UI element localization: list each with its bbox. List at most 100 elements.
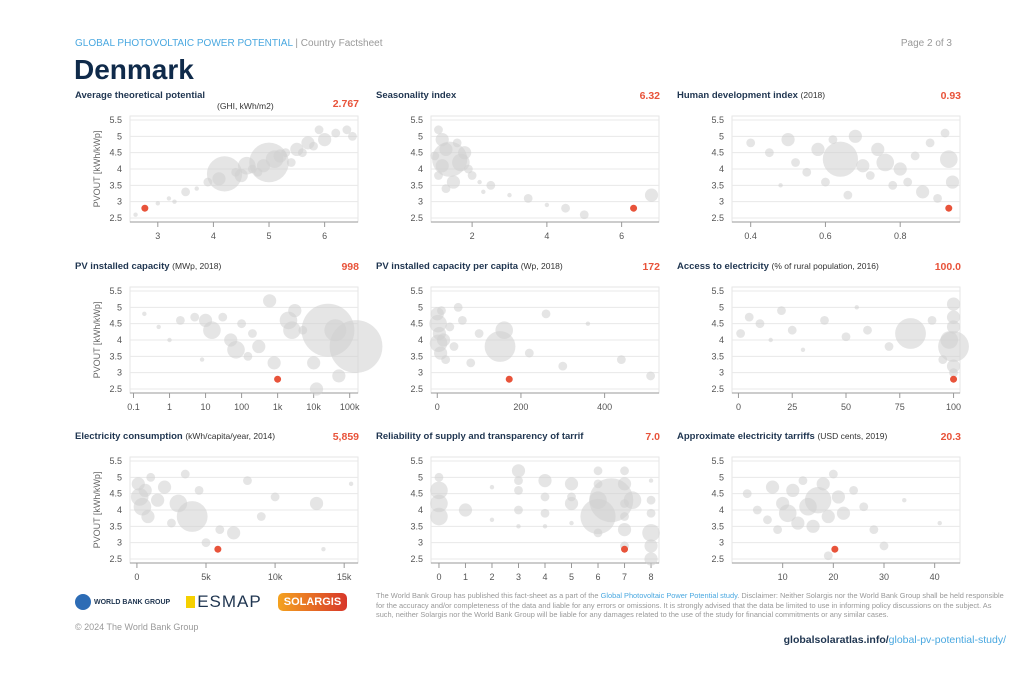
country-bubble: [828, 469, 838, 479]
x-tick-label: 200: [513, 402, 528, 412]
y-tick-label: 4: [418, 164, 423, 174]
country-bubble: [648, 478, 654, 483]
country-bubble: [252, 339, 266, 354]
country-bubble: [474, 329, 484, 338]
scatter-plot: 2.5 3 3.5 4 4.5 5 5.5 0.4 0.6 0.8: [711, 115, 961, 241]
y-tick-label: 4.5: [711, 148, 724, 158]
country-bubble: [798, 476, 808, 485]
country-bubble: [190, 312, 200, 322]
page-number: Page 2 of 3: [900, 38, 952, 49]
country-bubble: [466, 358, 476, 368]
x-tick-label: 0.8: [894, 231, 907, 241]
country-bubble: [564, 496, 579, 511]
country-bubble: [558, 361, 568, 371]
x-tick-label: 5: [569, 572, 574, 582]
country-bubble: [175, 316, 185, 325]
country-value: 998: [341, 261, 359, 273]
atlas-url-link[interactable]: globalsolaratlas.info/global-pv-potentia…: [783, 634, 1006, 646]
x-tick-label: 3: [155, 231, 160, 241]
country-bubble: [777, 306, 786, 315]
country-bubble: [157, 480, 172, 494]
country-bubble: [849, 486, 858, 495]
y-tick-label: 4.5: [109, 489, 122, 499]
country-bubble: [561, 203, 570, 213]
y-tick-label: 5: [418, 472, 423, 482]
country-bubble: [514, 476, 523, 485]
country-bubble: [166, 196, 172, 201]
country-bubble: [544, 202, 550, 208]
partner-logos: WORLD BANK GROUP ESMAP SOLARGIS: [75, 592, 348, 612]
country-bubble: [281, 148, 291, 158]
country-bubble: [865, 171, 875, 180]
country-bubble: [301, 136, 315, 150]
x-tick-label: 0.6: [819, 231, 832, 241]
country-value: 2.767: [332, 98, 359, 110]
country-bubble: [800, 347, 806, 352]
country-bubble: [167, 518, 176, 528]
y-axis-label: PVOUT [kWh/kWp]: [92, 472, 102, 549]
country-bubble: [309, 382, 324, 396]
y-tick-label: 4: [117, 164, 122, 174]
y-tick-label: 3.5: [109, 521, 122, 531]
country-bubble: [925, 138, 935, 148]
y-tick-label: 5: [719, 472, 724, 482]
country-bubble: [821, 177, 830, 187]
chart-title: Human development index (2018): [677, 90, 826, 101]
y-tick-label: 4.5: [410, 148, 423, 158]
denmark-point: [505, 375, 513, 383]
country-bubble: [446, 175, 461, 189]
country-bubble: [489, 484, 495, 490]
y-tick-label: 3.5: [410, 180, 423, 190]
y-tick-label: 3: [719, 538, 724, 548]
country-bubble: [768, 337, 773, 343]
country-bubble: [445, 322, 455, 332]
country-bubble: [786, 483, 800, 497]
x-tick-label: 100: [946, 402, 961, 412]
country-value: 5,859: [332, 431, 359, 443]
country-bubble: [514, 486, 523, 495]
y-tick-label: 5.5: [711, 286, 724, 296]
y-tick-label: 3.5: [711, 351, 724, 361]
study-link[interactable]: Global Photovoltaic Power Potential stud…: [600, 591, 738, 600]
country-bubble: [172, 199, 177, 204]
country-bubble: [283, 321, 301, 339]
x-tick-label: 30: [879, 572, 889, 582]
disclaimer: The World Bank Group has published this …: [376, 591, 1004, 620]
x-tick-label: 0.4: [744, 231, 757, 241]
x-tick-label: 0: [736, 402, 741, 412]
country-bubble: [585, 321, 591, 326]
chart-title: Average theoretical potential (GHI, kWh/m…: [75, 90, 274, 111]
y-tick-label: 2.5: [109, 384, 122, 394]
y-tick-label: 3: [117, 368, 122, 378]
y-tick-label: 5: [719, 131, 724, 141]
y-tick-label: 5.5: [410, 286, 423, 296]
x-tick-label: 2: [470, 231, 475, 241]
chart-title: PV installed capacity (MWp, 2018): [75, 261, 222, 272]
country-bubble: [215, 525, 225, 534]
header-title: GLOBAL PHOTOVOLTAIC POWER POTENTIAL | Co…: [75, 38, 383, 49]
country-bubble: [816, 477, 830, 491]
country-bubble: [755, 319, 765, 329]
country-bubble: [843, 190, 853, 200]
y-tick-label: 3.5: [711, 180, 724, 190]
country-bubble: [199, 357, 205, 362]
denmark-point: [214, 545, 222, 553]
country-bubble: [489, 517, 495, 522]
x-tick-label: 5k: [201, 572, 211, 582]
country-bubble: [227, 341, 245, 359]
country-bubble: [243, 476, 252, 485]
country-bubble: [180, 469, 190, 479]
x-tick-label: 1: [463, 572, 468, 582]
x-tick-label: 6: [322, 231, 327, 241]
country-bubble: [828, 135, 838, 144]
country-bubble: [821, 509, 835, 524]
country-value: 0.93: [940, 90, 961, 102]
country-value: 20.3: [940, 431, 961, 443]
country-bubble: [879, 541, 889, 551]
y-tick-label: 3: [719, 197, 724, 207]
country-bubble: [297, 148, 307, 158]
country-bubble: [348, 481, 354, 487]
solargis-logo: SOLARGIS: [277, 593, 348, 611]
country-bubble: [309, 496, 324, 511]
